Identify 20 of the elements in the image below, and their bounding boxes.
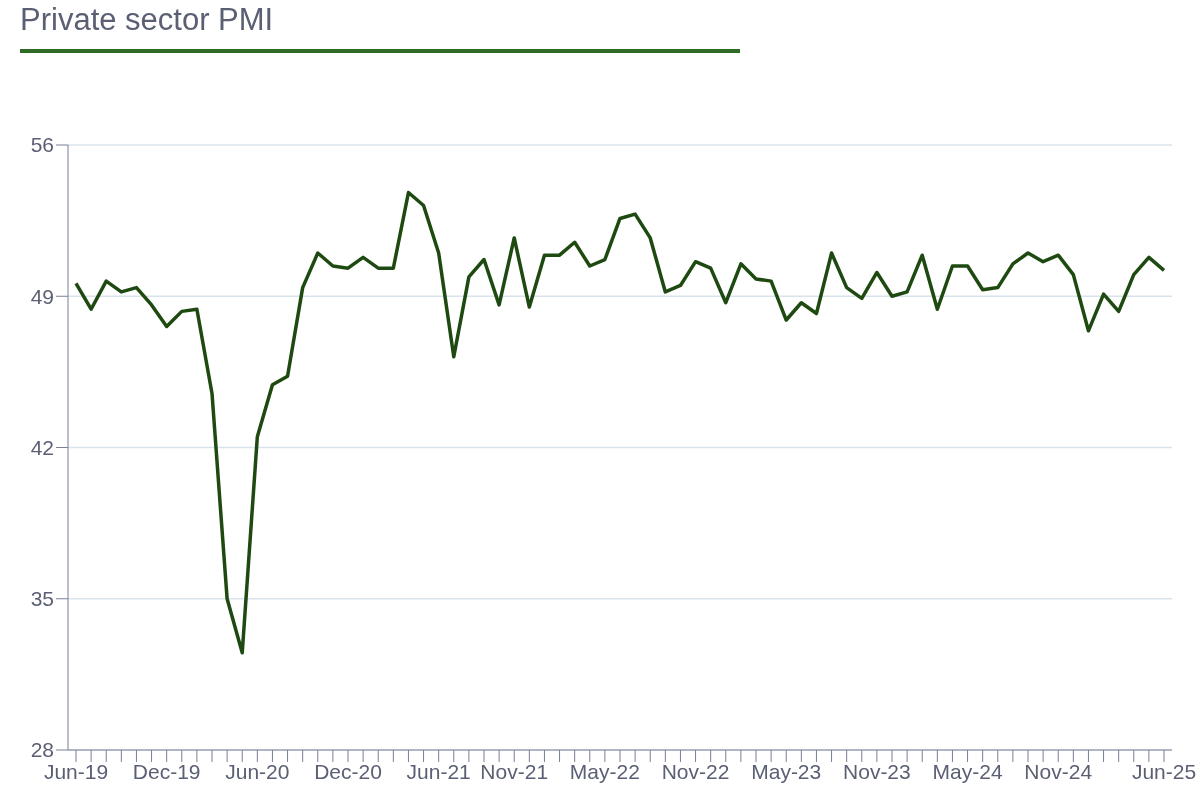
chart-title: Private sector PMI [20, 2, 274, 38]
x-tick-label: Jun-25 [1131, 759, 1197, 783]
y-tick-label: 35 [30, 587, 54, 611]
x-tick-label: May-22 [569, 759, 640, 783]
x-tick-label: Dec-19 [132, 759, 201, 783]
x-tick-label: Nov-23 [843, 759, 911, 783]
y-tick-label: 42 [30, 435, 54, 459]
x-tick-label: Nov-22 [661, 759, 730, 783]
x-tick-label: May-24 [932, 759, 1003, 783]
x-tick-label: Nov-21 [480, 759, 549, 783]
y-tick-label: 56 [30, 133, 54, 157]
x-tick-label: May-23 [751, 759, 822, 783]
y-tick-label: 28 [30, 738, 54, 762]
x-tick-label: Nov-24 [1024, 759, 1093, 783]
y-tick-label: 49 [30, 284, 54, 308]
x-tick-label: Jun-21 [406, 759, 471, 783]
x-tick-label: Dec-20 [314, 759, 382, 783]
x-tick-label: Jun-19 [43, 759, 109, 783]
line-series [74, 190, 1166, 655]
x-tick-label: Jun-20 [225, 759, 290, 783]
